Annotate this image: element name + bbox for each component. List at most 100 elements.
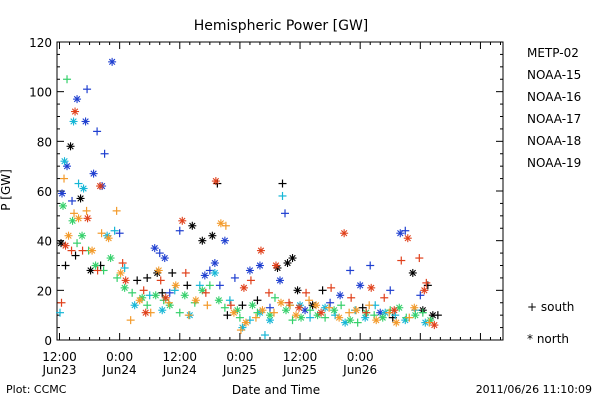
south-point bbox=[100, 149, 109, 158]
north-point-d2 bbox=[179, 217, 186, 224]
north-point bbox=[390, 306, 399, 315]
north-point bbox=[191, 296, 200, 305]
north-point bbox=[340, 229, 349, 238]
north-point-d2 bbox=[67, 143, 74, 150]
south-point bbox=[353, 318, 362, 327]
north-point-d2 bbox=[396, 304, 403, 311]
legend-north: * north bbox=[527, 332, 569, 346]
south-point bbox=[71, 251, 80, 260]
south-point bbox=[362, 308, 371, 317]
north-point-d2 bbox=[301, 307, 309, 314]
north-point bbox=[171, 281, 180, 290]
plot-frame bbox=[56, 41, 504, 341]
south-point bbox=[278, 191, 287, 200]
north-point bbox=[335, 313, 344, 322]
south-point bbox=[112, 206, 121, 215]
north-point bbox=[245, 266, 254, 275]
north-point-d2 bbox=[368, 284, 375, 292]
north-point bbox=[141, 308, 150, 317]
south-point bbox=[110, 226, 119, 235]
south-point bbox=[165, 288, 174, 297]
legend-entry: NOAA-19 bbox=[527, 156, 581, 170]
north-point-d2 bbox=[192, 297, 200, 304]
north-point-d2 bbox=[256, 262, 264, 269]
north-point-d2 bbox=[336, 292, 344, 299]
north-point bbox=[420, 286, 429, 295]
south-point bbox=[57, 298, 66, 307]
north-point-d2 bbox=[246, 267, 254, 274]
north-point-d2 bbox=[57, 239, 65, 247]
north-point-d2 bbox=[391, 307, 398, 314]
south-point bbox=[321, 313, 330, 322]
y-tick-label: 80 bbox=[37, 135, 52, 149]
north-point-d2 bbox=[161, 254, 168, 262]
x-tick-label-time: 0:00 bbox=[347, 350, 374, 364]
north-point-d2 bbox=[312, 302, 320, 309]
north-point-d2 bbox=[121, 284, 128, 292]
south-point bbox=[245, 316, 254, 325]
north-point bbox=[372, 316, 381, 325]
north-point-d2 bbox=[382, 309, 389, 316]
north-point bbox=[96, 182, 105, 191]
south-point bbox=[327, 283, 336, 292]
north-point bbox=[256, 246, 265, 255]
north-point-d2 bbox=[151, 244, 158, 252]
north-point-d2 bbox=[404, 234, 411, 242]
north-point-d2 bbox=[131, 302, 138, 309]
north-point bbox=[241, 318, 250, 327]
north-point bbox=[180, 291, 189, 300]
south-point bbox=[139, 286, 148, 295]
south-point bbox=[253, 296, 262, 305]
north-point bbox=[346, 316, 355, 325]
north-point bbox=[59, 201, 68, 210]
south-point bbox=[415, 254, 424, 263]
south-point bbox=[181, 268, 190, 277]
north-point-d2 bbox=[377, 309, 384, 316]
north-point-d2 bbox=[409, 269, 416, 277]
south-point bbox=[73, 239, 82, 248]
south-point bbox=[223, 311, 232, 320]
north-point bbox=[73, 95, 82, 104]
north-point bbox=[135, 296, 144, 305]
legend-entry: NOAA-17 bbox=[527, 112, 581, 126]
x-tick-label-time: 12:00 bbox=[162, 350, 197, 364]
south-point bbox=[205, 281, 214, 290]
north-point-d2 bbox=[122, 277, 129, 284]
plot-credit: Plot: CCMC bbox=[6, 383, 67, 396]
south-point bbox=[418, 308, 427, 317]
south-point bbox=[264, 288, 273, 297]
north-point bbox=[352, 306, 361, 315]
south-point bbox=[265, 303, 274, 312]
north-point bbox=[356, 281, 365, 290]
north-point-d2 bbox=[117, 269, 124, 277]
north-point bbox=[154, 266, 163, 275]
south-point bbox=[345, 308, 354, 317]
north-point-d2 bbox=[136, 297, 143, 304]
north-point bbox=[376, 308, 385, 317]
south-point bbox=[133, 276, 142, 285]
north-point-d2 bbox=[201, 272, 209, 279]
north-point bbox=[106, 254, 115, 263]
north-point-d2 bbox=[103, 232, 111, 239]
north-point-d2 bbox=[314, 311, 321, 319]
south-point bbox=[215, 281, 224, 290]
south-point bbox=[143, 301, 152, 310]
north-point bbox=[336, 291, 345, 300]
north-point bbox=[120, 283, 129, 292]
north-point bbox=[248, 301, 257, 310]
y-tick-label: 0 bbox=[44, 334, 52, 348]
north-point-d2 bbox=[96, 182, 104, 190]
north-point-d2 bbox=[335, 314, 343, 321]
north-point-d2 bbox=[272, 262, 280, 269]
north-point-d2 bbox=[289, 254, 296, 262]
north-point-d2 bbox=[166, 302, 173, 309]
north-point-d2 bbox=[242, 319, 250, 326]
north-point bbox=[421, 318, 430, 327]
north-point bbox=[210, 268, 219, 277]
north-point-d2 bbox=[422, 319, 429, 326]
south-point bbox=[183, 281, 192, 290]
north-point-d2 bbox=[340, 230, 348, 237]
north-point bbox=[229, 308, 238, 317]
north-point-d2 bbox=[181, 292, 188, 299]
south-point bbox=[337, 301, 346, 310]
